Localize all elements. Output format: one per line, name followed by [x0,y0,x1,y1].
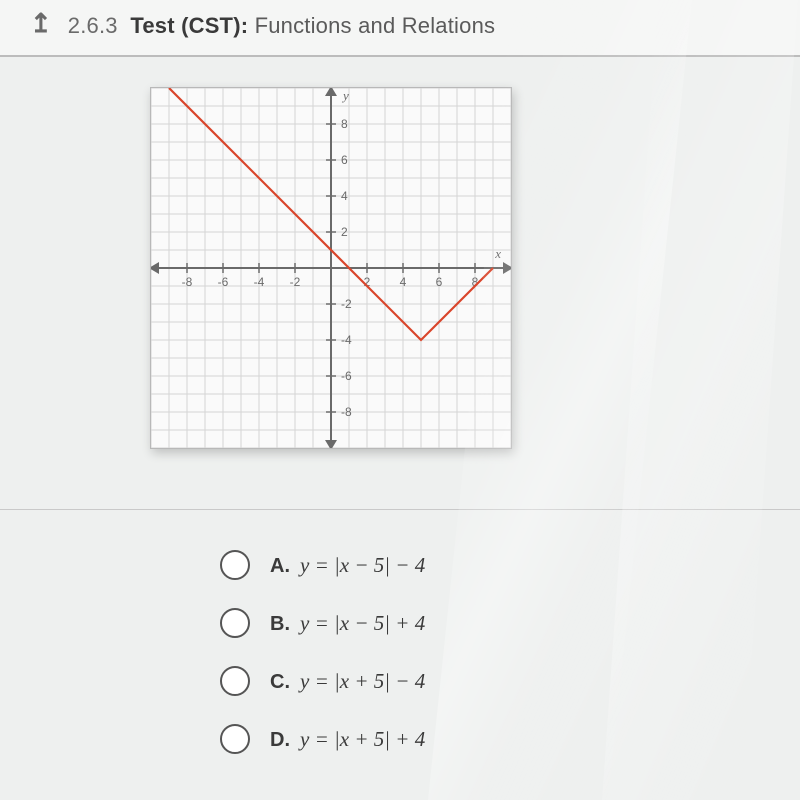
svg-text:-4: -4 [341,333,352,347]
choice-text: C. y = |x + 5| − 4 [270,669,425,694]
back-arrow-icon[interactable]: ↥ [30,8,52,39]
svg-text:-2: -2 [290,275,301,289]
choice-row[interactable]: C. y = |x + 5| − 4 [220,666,425,696]
svg-text:4: 4 [341,189,348,203]
choice-text: B. y = |x − 5| + 4 [270,611,425,636]
radio-button[interactable] [220,724,250,754]
svg-text:6: 6 [436,275,443,289]
svg-text:8: 8 [341,117,348,131]
choice-row[interactable]: D. y = |x + 5| + 4 [220,724,425,754]
section-divider [0,509,800,510]
choice-equation: y = |x + 5| + 4 [300,727,425,751]
svg-text:-2: -2 [341,297,352,311]
choice-letter: C. [270,671,290,693]
radio-button[interactable] [220,666,250,696]
choice-letter: D. [270,729,290,751]
svg-text:-6: -6 [341,369,352,383]
choice-text: A. y = |x − 5| − 4 [270,553,425,578]
choice-letter: B. [270,613,290,635]
svg-text:x: x [494,246,501,261]
svg-text:2: 2 [341,225,348,239]
radio-button[interactable] [220,550,250,580]
graph-panel: -8-6-4-22468-8-6-4-22468yx [150,87,512,449]
test-label-bold: Test (CST): [130,13,248,38]
answer-choices: A. y = |x − 5| − 4 B. y = |x − 5| + 4 C. y = … [220,550,425,754]
svg-text:-6: -6 [218,275,229,289]
svg-text:-4: -4 [254,275,265,289]
svg-text:-8: -8 [182,275,193,289]
svg-text:6: 6 [341,153,348,167]
choice-row[interactable]: B. y = |x − 5| + 4 [220,608,425,638]
choice-equation: y = |x + 5| − 4 [300,669,425,693]
function-graph: -8-6-4-22468-8-6-4-22468yx [151,88,511,448]
choice-equation: y = |x − 5| − 4 [300,553,425,577]
svg-text:y: y [341,88,349,103]
svg-text:4: 4 [400,275,407,289]
section-number: 2.6.3 [68,13,118,38]
test-label-rest: Functions and Relations [255,13,496,38]
test-title: 2.6.3 Test (CST): Functions and Relation… [68,13,495,39]
choice-equation: y = |x − 5| + 4 [300,611,425,635]
choice-row[interactable]: A. y = |x − 5| − 4 [220,550,425,580]
choice-letter: A. [270,555,290,577]
radio-button[interactable] [220,608,250,638]
svg-text:-8: -8 [341,405,352,419]
test-header: ↥ 2.6.3 Test (CST): Functions and Relati… [0,0,800,57]
choice-text: D. y = |x + 5| + 4 [270,727,425,752]
